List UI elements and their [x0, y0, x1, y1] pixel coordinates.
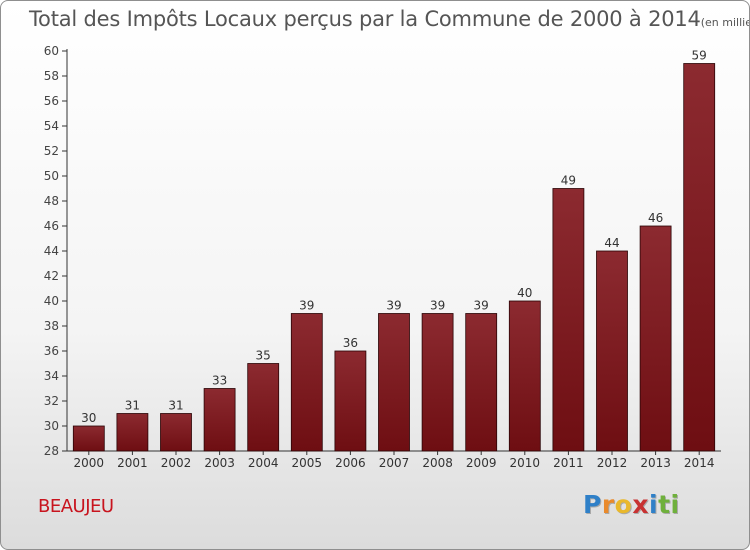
x-tick-label: 2005 — [292, 456, 323, 470]
x-tick-label: 2006 — [335, 456, 366, 470]
y-tick-label: 38 — [44, 319, 59, 333]
x-tick-label: 2002 — [161, 456, 192, 470]
logo-letter: r — [601, 490, 615, 519]
bar-value-label: 33 — [212, 374, 227, 388]
bar-value-label: 39 — [474, 299, 489, 313]
x-tick-label: 2007 — [379, 456, 410, 470]
y-tick-label: 44 — [44, 244, 59, 258]
bar — [116, 413, 149, 452]
bar-value-label: 39 — [299, 299, 314, 313]
bar-value-label: 30 — [81, 411, 96, 425]
y-tick-label: 48 — [44, 194, 59, 208]
commune-name: BEAUJEU — [38, 496, 114, 517]
bar-value-label: 44 — [604, 236, 619, 250]
bar-value-label: 46 — [648, 211, 663, 225]
chart-title: Total des Impôts Locaux perçus par la Co… — [29, 7, 749, 31]
x-tick-label: 2014 — [684, 456, 715, 470]
y-tick-label: 42 — [44, 269, 59, 283]
logo-letter: i — [670, 490, 680, 519]
bar — [290, 313, 323, 452]
y-tick-label: 46 — [44, 219, 59, 233]
bar — [421, 313, 454, 452]
logo-letter: P — [583, 490, 602, 519]
x-tick-label: 2000 — [74, 456, 105, 470]
bar-value-label: 39 — [386, 299, 401, 313]
bar-value-label: 36 — [343, 336, 358, 350]
bar — [203, 388, 236, 452]
title-unit: (en milliers d'€) — [700, 16, 749, 29]
bar-value-label: 35 — [256, 349, 271, 363]
y-tick-label: 40 — [44, 294, 59, 308]
bar-value-label: 59 — [692, 49, 707, 63]
x-tick-label: 2010 — [510, 456, 541, 470]
x-tick-label: 2001 — [117, 456, 148, 470]
bar — [334, 350, 367, 452]
logo-letter: t — [658, 490, 671, 519]
y-tick-label: 28 — [44, 444, 59, 458]
x-tick-label: 2011 — [553, 456, 584, 470]
x-tick-label: 2003 — [204, 456, 235, 470]
x-tick-label: 2008 — [422, 456, 453, 470]
bar — [552, 188, 585, 452]
bar — [378, 313, 410, 452]
y-tick-label: 56 — [44, 94, 59, 108]
bar — [508, 300, 541, 452]
y-tick-label: 50 — [44, 169, 59, 183]
y-tick-label: 36 — [44, 344, 59, 358]
bar-value-label: 31 — [168, 399, 183, 413]
proxiti-logo: Proxiti — [583, 490, 680, 519]
y-tick-label: 32 — [44, 394, 59, 408]
y-tick-label: 34 — [44, 369, 59, 383]
bar — [596, 250, 628, 452]
y-tick-label: 58 — [44, 69, 59, 83]
logo-letter: o — [614, 490, 633, 519]
y-tick-label: 60 — [44, 44, 59, 58]
bar — [247, 363, 280, 452]
bar — [160, 413, 192, 452]
logo-letter: i — [649, 490, 659, 519]
bar-value-label: 31 — [125, 399, 140, 413]
bar-value-label: 49 — [561, 174, 576, 188]
x-tick-label: 2009 — [466, 456, 497, 470]
y-tick-label: 52 — [44, 144, 59, 158]
bar-value-label: 39 — [430, 299, 445, 313]
y-tick-label: 54 — [44, 119, 59, 133]
bar — [465, 313, 498, 452]
bar-value-label: 40 — [517, 286, 532, 300]
y-tick-label: 30 — [44, 419, 59, 433]
x-tick-label: 2013 — [640, 456, 671, 470]
x-tick-label: 2004 — [248, 456, 279, 470]
logo-letter: x — [632, 490, 649, 519]
x-tick-label: 2012 — [597, 456, 628, 470]
bar — [639, 225, 672, 452]
title-text: Total des Impôts Locaux perçus par la Co… — [29, 7, 701, 31]
bar — [683, 63, 716, 452]
bar — [72, 425, 105, 452]
